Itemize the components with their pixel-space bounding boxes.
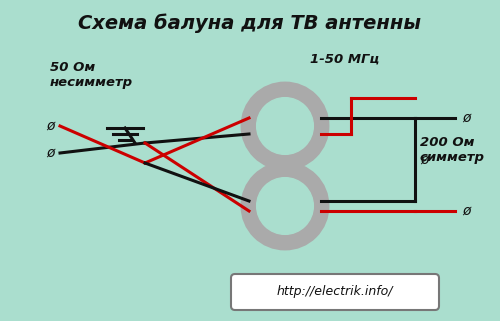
Circle shape (304, 145, 317, 158)
Text: 200 Ом
симметр: 200 Ом симметр (420, 136, 485, 164)
Circle shape (253, 174, 266, 187)
Circle shape (264, 153, 278, 166)
Circle shape (242, 200, 256, 213)
Text: ø: ø (46, 119, 54, 133)
Circle shape (254, 175, 316, 238)
Text: 1-50 МГц: 1-50 МГц (310, 53, 380, 66)
Circle shape (246, 106, 258, 119)
Circle shape (304, 174, 317, 187)
Circle shape (256, 178, 314, 234)
Circle shape (312, 186, 324, 199)
Circle shape (264, 86, 278, 99)
Text: ø: ø (462, 111, 470, 125)
Circle shape (278, 163, 291, 177)
Circle shape (312, 106, 324, 119)
Circle shape (254, 94, 316, 158)
Circle shape (264, 166, 278, 179)
Circle shape (253, 94, 266, 107)
Circle shape (244, 166, 326, 247)
Circle shape (292, 86, 306, 99)
Circle shape (256, 98, 314, 154)
Text: http://electrik.info/: http://electrik.info/ (277, 285, 393, 299)
Circle shape (253, 145, 266, 158)
Circle shape (246, 186, 258, 199)
Circle shape (292, 153, 306, 166)
Circle shape (278, 155, 291, 169)
Circle shape (278, 236, 291, 248)
Circle shape (304, 225, 317, 238)
Text: ø: ø (420, 152, 428, 167)
Circle shape (246, 133, 258, 146)
Circle shape (253, 225, 266, 238)
Text: Схема балуна для ТВ антенны: Схема балуна для ТВ антенны (78, 13, 422, 32)
Circle shape (246, 213, 258, 226)
FancyBboxPatch shape (231, 274, 439, 310)
Circle shape (312, 213, 324, 226)
Circle shape (264, 233, 278, 246)
Circle shape (314, 200, 328, 213)
Text: ø: ø (462, 204, 470, 218)
Circle shape (242, 119, 256, 133)
Circle shape (292, 166, 306, 179)
Circle shape (292, 233, 306, 246)
Circle shape (244, 85, 326, 167)
Circle shape (312, 133, 324, 146)
Circle shape (278, 83, 291, 97)
Circle shape (304, 94, 317, 107)
Text: 50 Ом
несимметр: 50 Ом несимметр (50, 61, 133, 89)
Text: ø: ø (46, 146, 54, 160)
Circle shape (314, 119, 328, 133)
